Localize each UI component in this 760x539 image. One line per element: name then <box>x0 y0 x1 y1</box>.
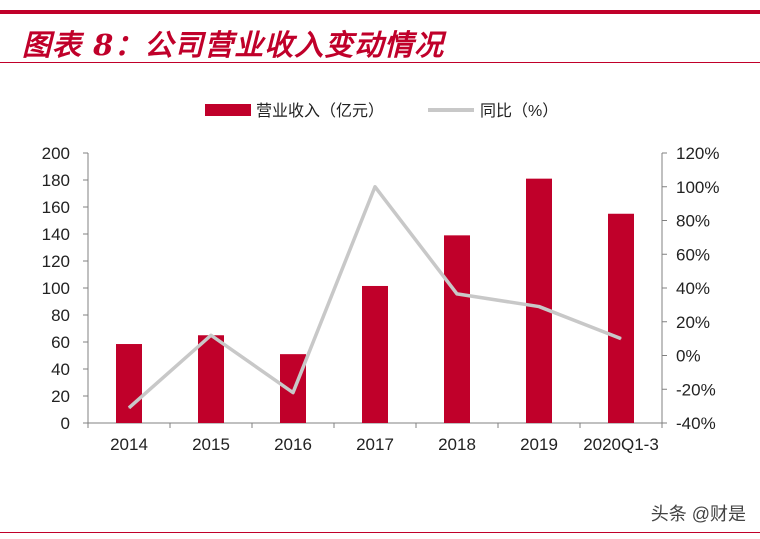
legend-label-revenue: 营业收入（亿元） <box>256 102 384 120</box>
left-tick-label: 200 <box>42 144 70 163</box>
left-tick-label: 140 <box>42 225 70 244</box>
yoy-point <box>374 186 376 188</box>
x-tick-label: 2019 <box>520 435 558 454</box>
left-tick-label: 60 <box>51 333 70 352</box>
watermark: 头条 @财是 <box>650 504 746 524</box>
right-tick-label: -20% <box>676 380 716 399</box>
left-tick-label: 80 <box>51 306 70 325</box>
legend-swatch-revenue <box>205 104 251 116</box>
right-tick-label: 100% <box>676 178 719 197</box>
bar <box>116 344 142 423</box>
yoy-point <box>210 334 212 336</box>
yoy-point <box>128 407 130 409</box>
legend-label-yoy: 同比（%） <box>480 102 558 120</box>
bottom-rule <box>0 532 760 533</box>
yoy-point <box>620 338 622 340</box>
bar <box>198 335 224 423</box>
top-rule <box>0 10 760 14</box>
bar <box>526 178 552 423</box>
right-tick-label: 20% <box>676 313 710 332</box>
x-tick-label: 2014 <box>110 435 148 454</box>
left-tick-label: 100 <box>42 279 70 298</box>
left-tick-label: 120 <box>42 252 70 271</box>
bar <box>444 235 470 423</box>
x-tick-label: 2020Q1-3 <box>583 435 659 454</box>
left-tick-label: 0 <box>61 414 70 433</box>
right-tick-label: 40% <box>676 279 710 298</box>
right-tick-label: 120% <box>676 144 719 163</box>
yoy-point <box>292 392 294 394</box>
right-tick-label: 0% <box>676 347 701 366</box>
title-rule <box>0 62 760 63</box>
left-tick-label: 160 <box>42 198 70 217</box>
x-tick-label: 2016 <box>274 435 312 454</box>
x-tick-label: 2017 <box>356 435 394 454</box>
right-tick-label: -40% <box>676 414 716 433</box>
x-tick-label: 2018 <box>438 435 476 454</box>
left-tick-label: 180 <box>42 171 70 190</box>
bar <box>608 213 634 423</box>
chart-title: 图表 8：公司营业收入变动情况 <box>22 28 445 62</box>
right-tick-label: 60% <box>676 245 710 264</box>
bar <box>362 285 388 423</box>
yoy-point <box>538 306 540 308</box>
left-tick-label: 20 <box>51 387 70 406</box>
right-tick-label: 80% <box>676 212 710 231</box>
x-tick-label: 2015 <box>192 435 230 454</box>
yoy-point <box>456 293 458 295</box>
left-tick-label: 40 <box>51 360 70 379</box>
